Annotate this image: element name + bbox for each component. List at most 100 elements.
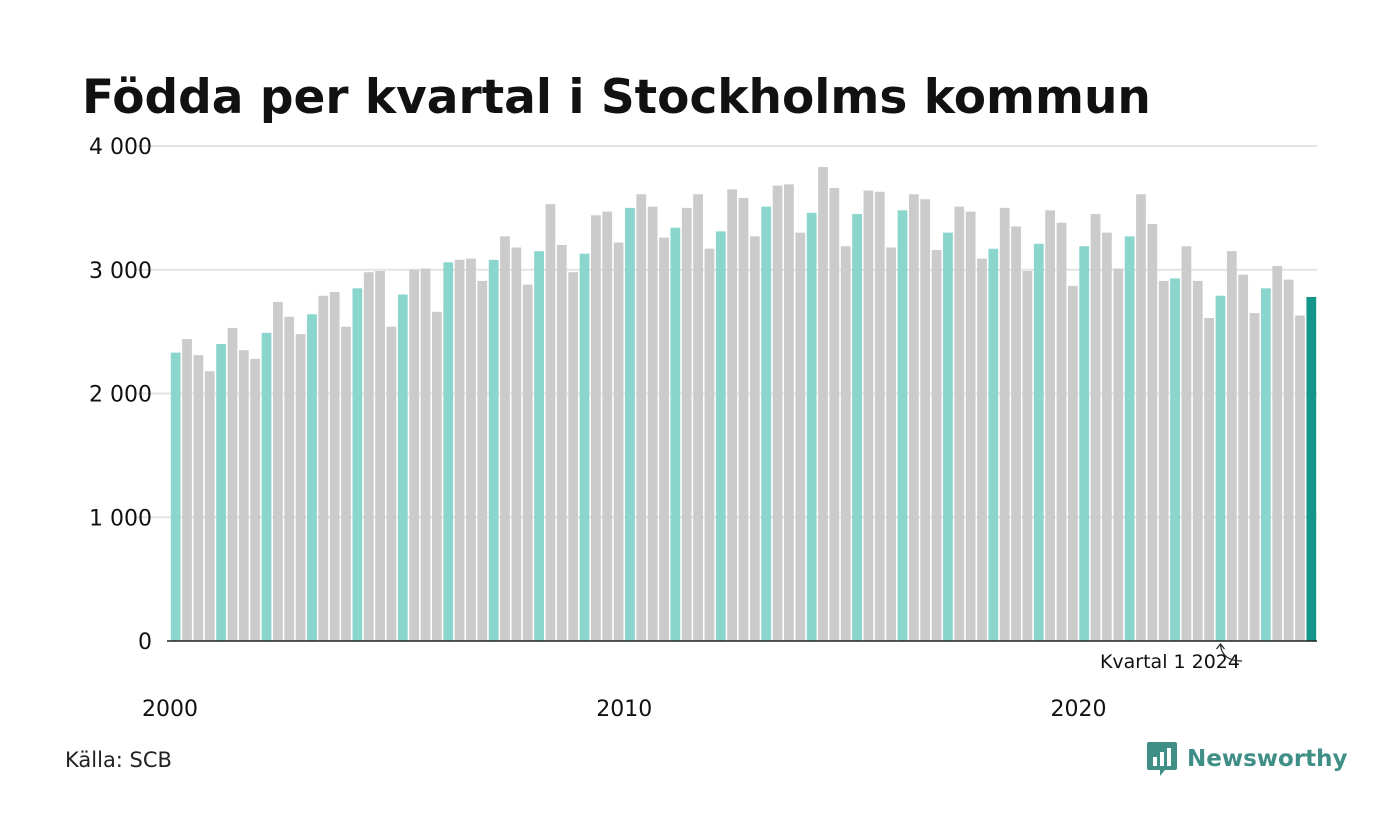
- x-tick-label: 2000: [142, 697, 198, 722]
- bar: [466, 258, 476, 641]
- bar: [375, 270, 385, 641]
- bar: [1249, 313, 1260, 641]
- bar: [182, 339, 192, 641]
- y-axis-ticks: 0 1 000 2 000 3 000 4 000: [89, 135, 152, 655]
- source-label: Källa: SCB: [65, 748, 172, 772]
- bar: [431, 311, 442, 641]
- bar: [1170, 278, 1180, 641]
- bar: [784, 184, 794, 642]
- bar: [1113, 268, 1124, 641]
- bar: [943, 232, 953, 641]
- bar: [829, 188, 840, 641]
- bar: [681, 207, 692, 641]
- annotation-arrow: [1216, 643, 1243, 662]
- bar: [625, 207, 635, 641]
- bar: [840, 246, 851, 642]
- bar: [693, 194, 703, 641]
- bar: [216, 344, 226, 641]
- bar: [886, 247, 897, 641]
- bar: [1011, 226, 1021, 641]
- x-tick-label: 2020: [1051, 697, 1107, 722]
- bar: [534, 251, 544, 641]
- bar: [556, 245, 567, 641]
- bar: [897, 210, 908, 641]
- brand-logo: Newsworthy: [1147, 742, 1348, 776]
- bar: [999, 207, 1010, 641]
- x-axis-ticks: 2000 2010 2020: [142, 697, 1107, 722]
- bar: [1295, 315, 1305, 641]
- bar: [568, 272, 579, 641]
- annotation-label: Kvartal 1 2024: [1100, 651, 1240, 673]
- bar: [977, 258, 987, 641]
- bar: [579, 253, 590, 641]
- bar: [295, 334, 306, 641]
- bar: [477, 280, 488, 641]
- bar: [931, 249, 942, 641]
- bar: [238, 350, 249, 641]
- bar: [613, 242, 624, 641]
- x-tick-label: 2010: [596, 697, 652, 722]
- bar: [1204, 318, 1214, 641]
- bar: [1033, 243, 1044, 641]
- bar: [749, 236, 760, 641]
- brand-name: Newsworthy: [1187, 746, 1348, 772]
- bar: [1147, 223, 1158, 641]
- bar: [874, 191, 885, 641]
- page-title: Födda per kvartal i Stockholms kommun: [82, 70, 1151, 125]
- bar: [204, 371, 215, 641]
- bar: [1238, 274, 1249, 641]
- bar: [1192, 280, 1203, 641]
- bar: [602, 211, 613, 641]
- annotation: Kvartal 1 2024: [1100, 643, 1243, 673]
- bar: [1079, 246, 1090, 642]
- bar: [341, 326, 351, 641]
- bar: [227, 327, 238, 641]
- bars: [170, 167, 1317, 642]
- bar: [647, 206, 658, 641]
- bar: [193, 355, 204, 641]
- bar: [1158, 280, 1169, 641]
- y-tick-label: 4 000: [89, 135, 152, 160]
- bar: [659, 237, 669, 641]
- bar: [761, 206, 772, 641]
- bar: [704, 248, 715, 641]
- bar: [488, 259, 499, 641]
- bar: [670, 227, 681, 642]
- newsworthy-logo-icon: [1147, 742, 1177, 776]
- y-tick-label: 1 000: [89, 506, 152, 531]
- bar: [170, 352, 181, 641]
- bar: [954, 206, 965, 641]
- bar: [1124, 236, 1135, 641]
- bar: [545, 204, 556, 641]
- bar: [409, 269, 420, 641]
- bar: [273, 301, 283, 641]
- bar: [307, 314, 317, 641]
- bar: [363, 272, 374, 641]
- bar: [590, 215, 601, 642]
- bar: [1045, 210, 1056, 641]
- bar: [965, 211, 976, 641]
- bar: [852, 214, 862, 641]
- bar: [1283, 279, 1294, 641]
- y-tick-label: 2 000: [89, 383, 152, 408]
- bar: [738, 197, 749, 641]
- bar: [988, 248, 999, 641]
- bar: [352, 288, 363, 641]
- bar: [1056, 222, 1067, 641]
- bar: [522, 284, 533, 641]
- bar: [250, 358, 261, 641]
- bar: [397, 294, 408, 641]
- bar: [715, 231, 726, 641]
- bar: [329, 292, 340, 641]
- bar: [454, 259, 465, 641]
- bar: [636, 194, 647, 641]
- bar: [386, 326, 397, 641]
- bar: [1306, 296, 1317, 641]
- bar: [727, 189, 738, 641]
- bar: [443, 262, 454, 641]
- bar: [500, 236, 510, 641]
- bar: [318, 295, 329, 641]
- y-tick-label: 0: [138, 630, 152, 655]
- bar: [1181, 246, 1192, 642]
- bar: [284, 316, 295, 641]
